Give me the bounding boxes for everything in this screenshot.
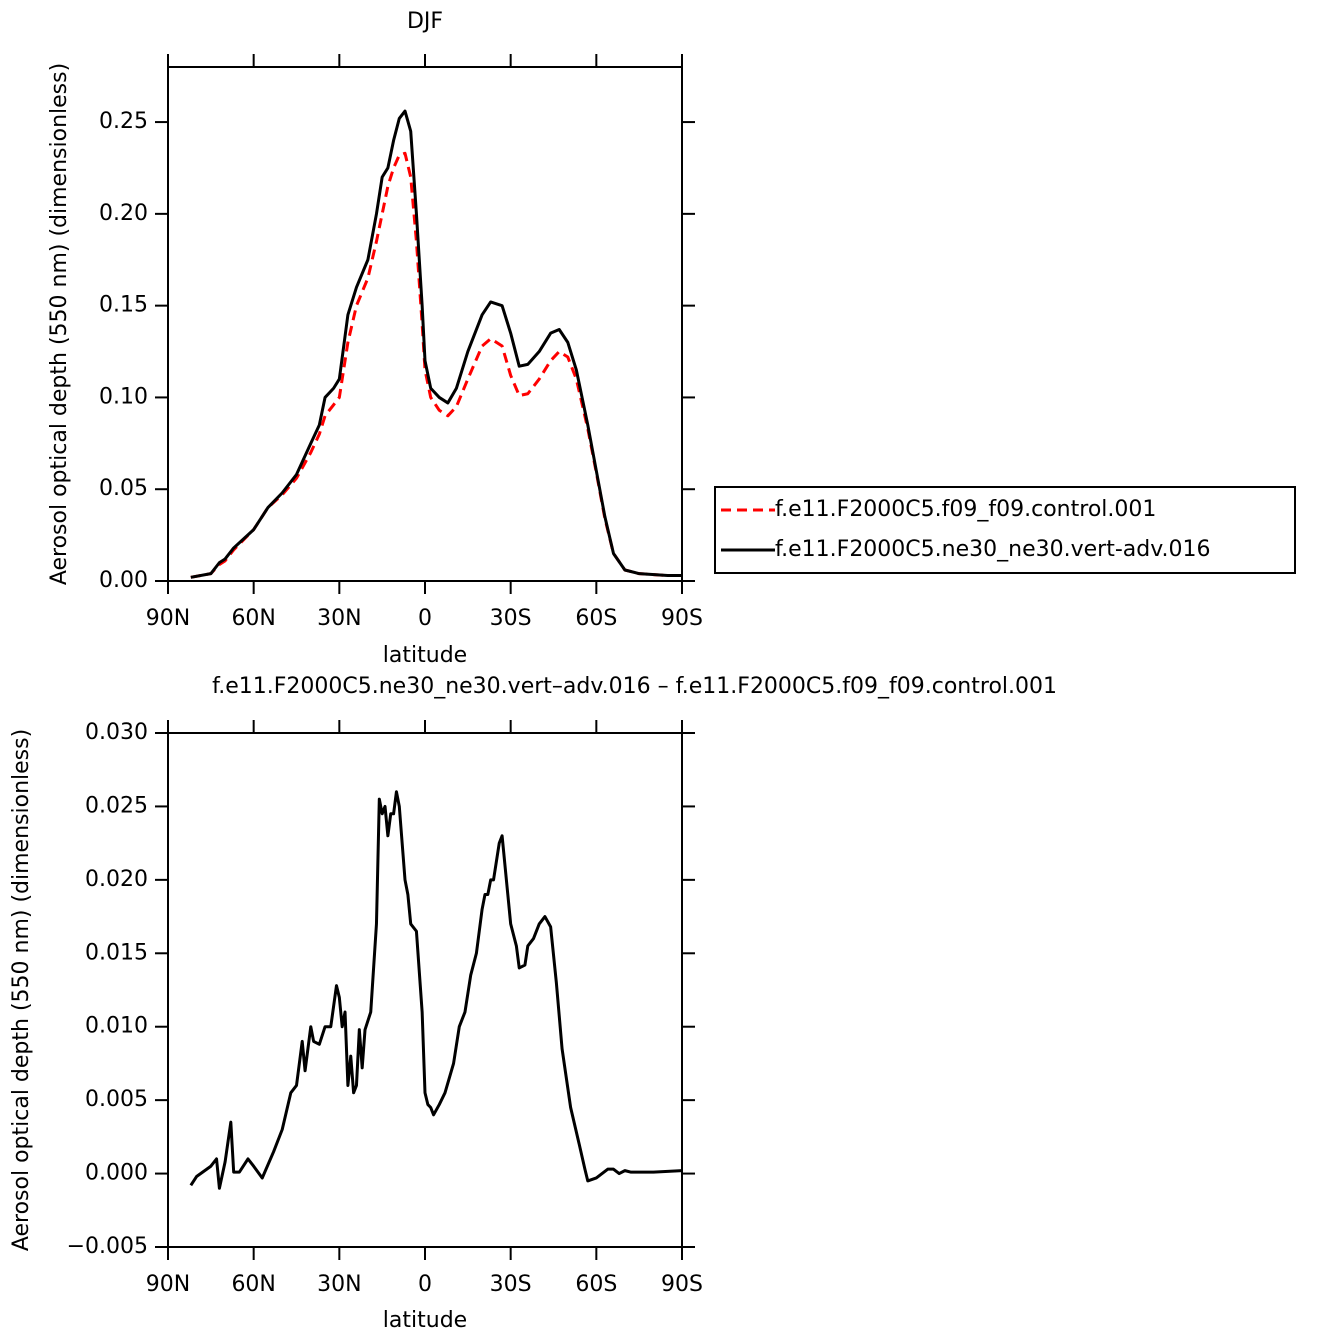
x-tick-label: 30S bbox=[490, 1272, 532, 1297]
x-tick-label: 30N bbox=[317, 1272, 361, 1297]
x-tick-label: 30N bbox=[317, 606, 361, 631]
y-tick-label: 0.005 bbox=[85, 1087, 148, 1112]
y-tick-label: 0.20 bbox=[99, 201, 148, 226]
x-tick-label: 0 bbox=[418, 1272, 432, 1297]
legend-label: f.e11.F2000C5.f09_f09.control.001 bbox=[775, 497, 1156, 522]
y-tick-label: 0.000 bbox=[85, 1161, 148, 1186]
y-tick-label: 0.10 bbox=[99, 384, 148, 409]
x-tick-label: 90S bbox=[661, 606, 703, 631]
x-axis-label: latitude bbox=[383, 643, 467, 668]
legend-label: f.e11.F2000C5.ne30_ne30.vert-adv.016 bbox=[775, 537, 1211, 562]
chart-title: DJF bbox=[407, 9, 443, 34]
y-axis-label: Aerosol optical depth (550 nm) (dimensio… bbox=[9, 729, 34, 1251]
data-line bbox=[190, 151, 682, 579]
y-tick-label: 0.05 bbox=[99, 476, 148, 501]
y-axis-label: Aerosol optical depth (550 nm) (dimensio… bbox=[47, 63, 72, 585]
legend-box bbox=[714, 486, 1296, 574]
y-tick-label: 0.030 bbox=[85, 720, 148, 745]
y-tick-label: 0.020 bbox=[85, 867, 148, 892]
x-tick-label: 60S bbox=[575, 606, 617, 631]
y-tick-label: −0.005 bbox=[67, 1234, 148, 1259]
chart-title: f.e11.F2000C5.ne30_ne30.vert–adv.016 – f… bbox=[212, 674, 1057, 699]
y-tick-label: 0.25 bbox=[99, 109, 148, 134]
x-tick-label: 60N bbox=[231, 606, 275, 631]
x-tick-label: 90N bbox=[146, 1272, 190, 1297]
plot-frame bbox=[167, 732, 683, 1248]
plot-frame bbox=[167, 66, 683, 582]
x-tick-label: 90N bbox=[146, 606, 190, 631]
x-tick-label: 30S bbox=[490, 606, 532, 631]
x-tick-label: 60S bbox=[575, 1272, 617, 1297]
data-line bbox=[189, 790, 683, 1190]
x-axis-label: latitude bbox=[383, 1308, 467, 1333]
x-tick-label: 0 bbox=[418, 606, 432, 631]
x-tick-label: 60N bbox=[231, 1272, 275, 1297]
x-tick-label: 90S bbox=[661, 1272, 703, 1297]
data-line bbox=[190, 109, 682, 579]
y-tick-label: 0.010 bbox=[85, 1014, 148, 1039]
y-tick-label: 0.025 bbox=[85, 793, 148, 818]
y-tick-label: 0.015 bbox=[85, 940, 148, 965]
y-tick-label: 0.15 bbox=[99, 293, 148, 318]
y-tick-label: 0.00 bbox=[99, 568, 148, 593]
